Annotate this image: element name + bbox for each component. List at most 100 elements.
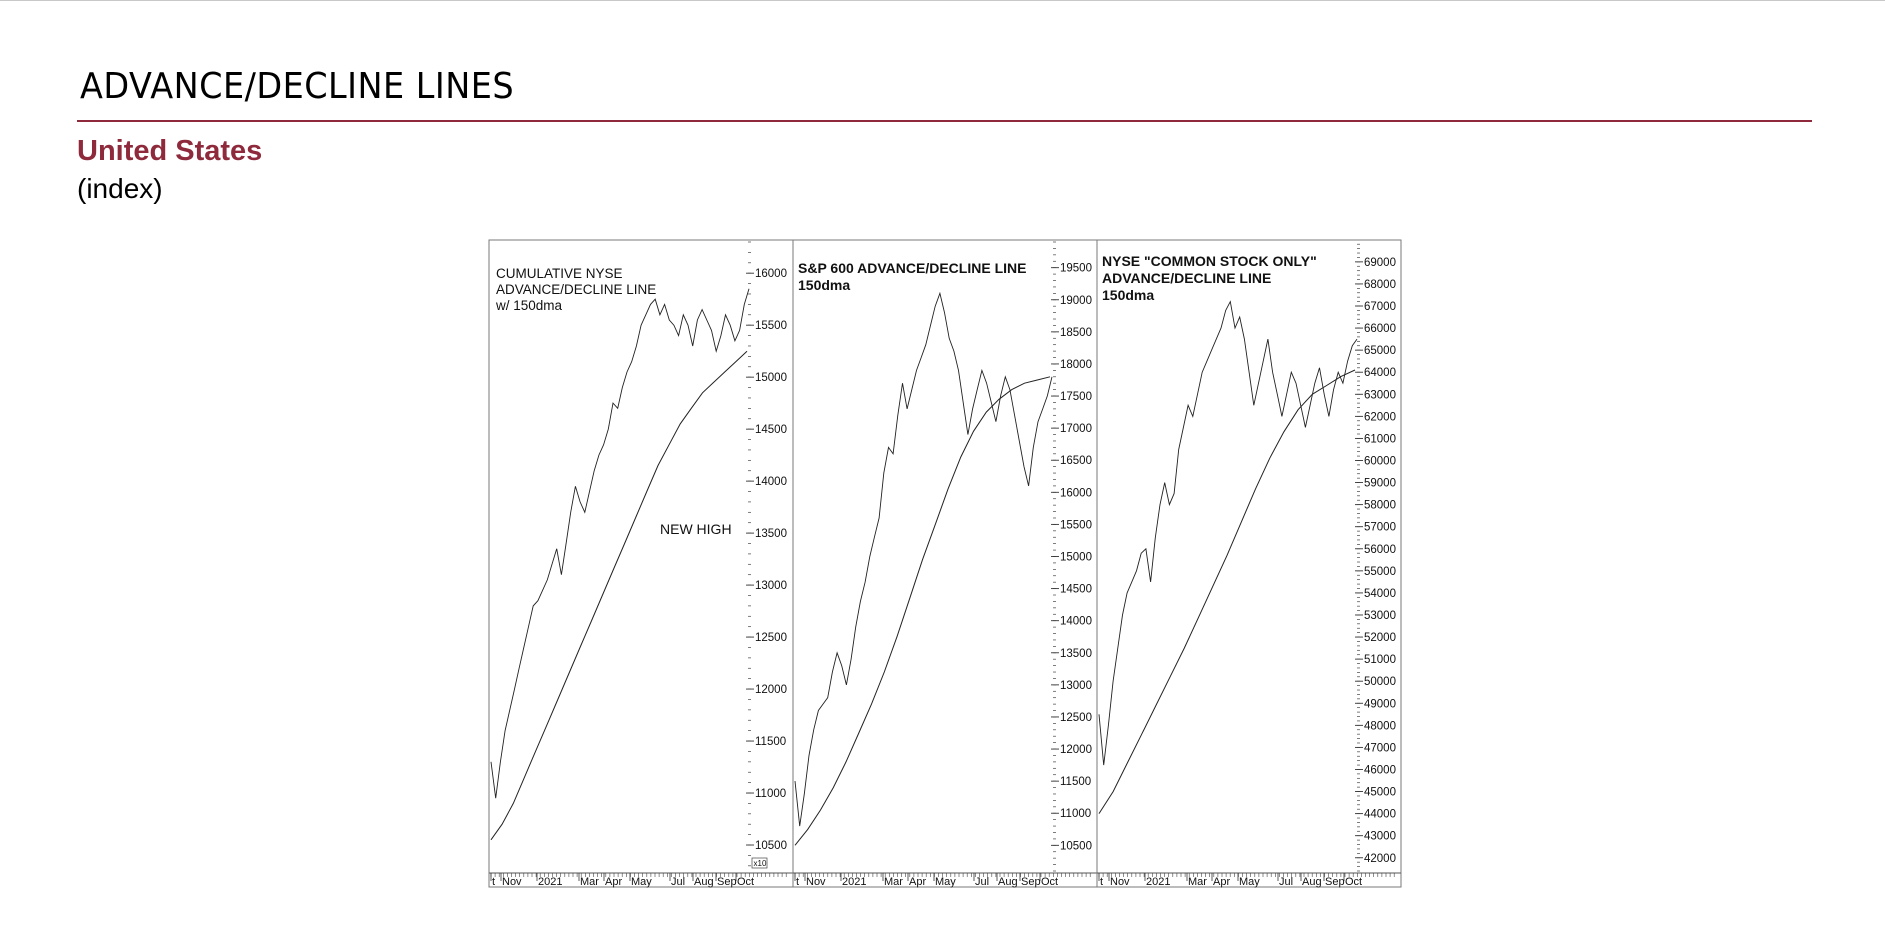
y-tick-label: 51000 [1364, 654, 1396, 666]
x-tick-label: Aug [1302, 876, 1322, 888]
chart-annotation: NYSE "COMMON STOCK ONLY" [1102, 253, 1317, 269]
x-tick-label: Jul [975, 876, 989, 888]
x-tick-label: Oct [1041, 876, 1058, 888]
x-tick-label: Mar [884, 876, 903, 888]
x-tick-label: Apr [909, 876, 926, 888]
y-tick-label: 15000 [1060, 552, 1092, 564]
y-tick-label: 11000 [755, 788, 786, 800]
chart-annotation: CUMULATIVE NYSE [496, 266, 623, 281]
unit-label: (index) [77, 173, 163, 204]
y-tick-label: 14000 [1060, 616, 1092, 628]
y-tick-label: 59000 [1364, 478, 1396, 490]
x-tick-label: Sep [717, 876, 737, 888]
y-tick-label: 12500 [1060, 712, 1092, 724]
y-tick-label: 50000 [1364, 676, 1396, 688]
x-tick-label: 2021 [842, 876, 866, 888]
y-tick-label: 16500 [1060, 455, 1092, 467]
y-tick-label: 67000 [1364, 301, 1396, 313]
y-tick-label: 13500 [755, 528, 787, 540]
x-tick-label: t [796, 876, 799, 888]
y-tick-label: 11500 [1060, 776, 1091, 788]
series-line-advance-decline [794, 291, 1053, 827]
y-tick-label: 15000 [755, 372, 787, 384]
x-tick-label: Aug [998, 876, 1018, 888]
y-tick-label: 60000 [1364, 455, 1396, 467]
y-tick-label: 13000 [1060, 680, 1092, 692]
x-tick-label: Oct [737, 876, 754, 888]
top-border [0, 0, 1885, 1]
x-tick-label: May [631, 876, 652, 888]
y-tick-label: 12000 [755, 684, 787, 696]
chart-annotation: w/ 150dma [495, 298, 563, 313]
y-tick-label: 14500 [1060, 584, 1092, 596]
y-tick-label: 44000 [1364, 809, 1396, 821]
y-tick-label: 11500 [755, 736, 786, 748]
x-tick-label: Nov [806, 876, 826, 888]
chart-annotation: 150dma [798, 277, 850, 293]
y-tick-label: 63000 [1364, 389, 1396, 401]
series-line-150dma [794, 376, 1051, 846]
chart-frame [1096, 239, 1402, 888]
series-line-advance-decline [490, 288, 750, 799]
title-divider [77, 120, 1812, 122]
y-tick-label: 54000 [1364, 588, 1396, 600]
y-tick-label: 46000 [1364, 764, 1396, 776]
y-tick-label: 66000 [1364, 323, 1396, 335]
region-subtitle: United States [77, 135, 263, 167]
multiplier-label: x10 [754, 859, 767, 868]
x-tick-label: Apr [1213, 876, 1230, 888]
chart-frame [792, 239, 1098, 888]
x-tick-label: Jul [1279, 876, 1293, 888]
y-tick-label: 18000 [1060, 359, 1092, 371]
y-tick-label: 10500 [1060, 840, 1092, 852]
y-tick-label: 17500 [1060, 391, 1092, 403]
chart-frame [488, 239, 794, 888]
page-title: ADVANCE/DECLINE LINES [80, 66, 515, 107]
y-tick-label: 18500 [1060, 327, 1092, 339]
series-line-advance-decline [1098, 300, 1358, 766]
x-tick-label: Mar [580, 876, 599, 888]
y-tick-label: 65000 [1364, 345, 1396, 357]
y-tick-label: 55000 [1364, 566, 1396, 578]
y-tick-label: 15500 [755, 320, 787, 332]
y-tick-label: 16000 [1060, 487, 1092, 499]
y-tick-label: 62000 [1364, 411, 1396, 423]
x-tick-label: Apr [605, 876, 622, 888]
y-tick-label: 43000 [1364, 831, 1396, 843]
y-tick-label: 45000 [1364, 787, 1396, 799]
x-tick-label: Oct [1345, 876, 1362, 888]
chart-annotation: 150dma [1102, 287, 1154, 303]
x-tick-label: Aug [694, 876, 714, 888]
y-tick-label: 68000 [1364, 279, 1396, 291]
y-tick-label: 12500 [755, 632, 787, 644]
y-tick-label: 13500 [1060, 648, 1092, 660]
x-tick-label: Jul [671, 876, 685, 888]
y-tick-label: 69000 [1364, 257, 1396, 269]
x-tick-label: t [492, 876, 495, 888]
series-line-150dma [1098, 369, 1356, 814]
y-tick-label: 19000 [1060, 295, 1092, 307]
chart-annotation: ADVANCE/DECLINE LINE [496, 282, 656, 297]
y-tick-label: 47000 [1364, 742, 1396, 754]
y-tick-label: 11000 [1060, 808, 1091, 820]
x-tick-label: Sep [1325, 876, 1345, 888]
chart-note: NEW HIGH [660, 521, 732, 537]
x-tick-label: Nov [502, 876, 522, 888]
y-tick-label: 52000 [1364, 632, 1396, 644]
y-tick-label: 49000 [1364, 698, 1396, 710]
x-tick-label: 2021 [1146, 876, 1170, 888]
y-tick-label: 14000 [755, 476, 787, 488]
y-tick-label: 57000 [1364, 522, 1396, 534]
y-tick-label: 56000 [1364, 544, 1396, 556]
y-tick-label: 61000 [1364, 433, 1396, 445]
y-tick-label: 42000 [1364, 853, 1396, 865]
y-tick-label: 10500 [755, 840, 787, 852]
y-tick-label: 17000 [1060, 423, 1092, 435]
y-tick-label: 12000 [1060, 744, 1092, 756]
y-tick-label: 14500 [755, 424, 787, 436]
x-tick-label: May [1239, 876, 1260, 888]
y-tick-label: 58000 [1364, 500, 1396, 512]
y-tick-label: 48000 [1364, 720, 1396, 732]
x-tick-label: t [1100, 876, 1103, 888]
